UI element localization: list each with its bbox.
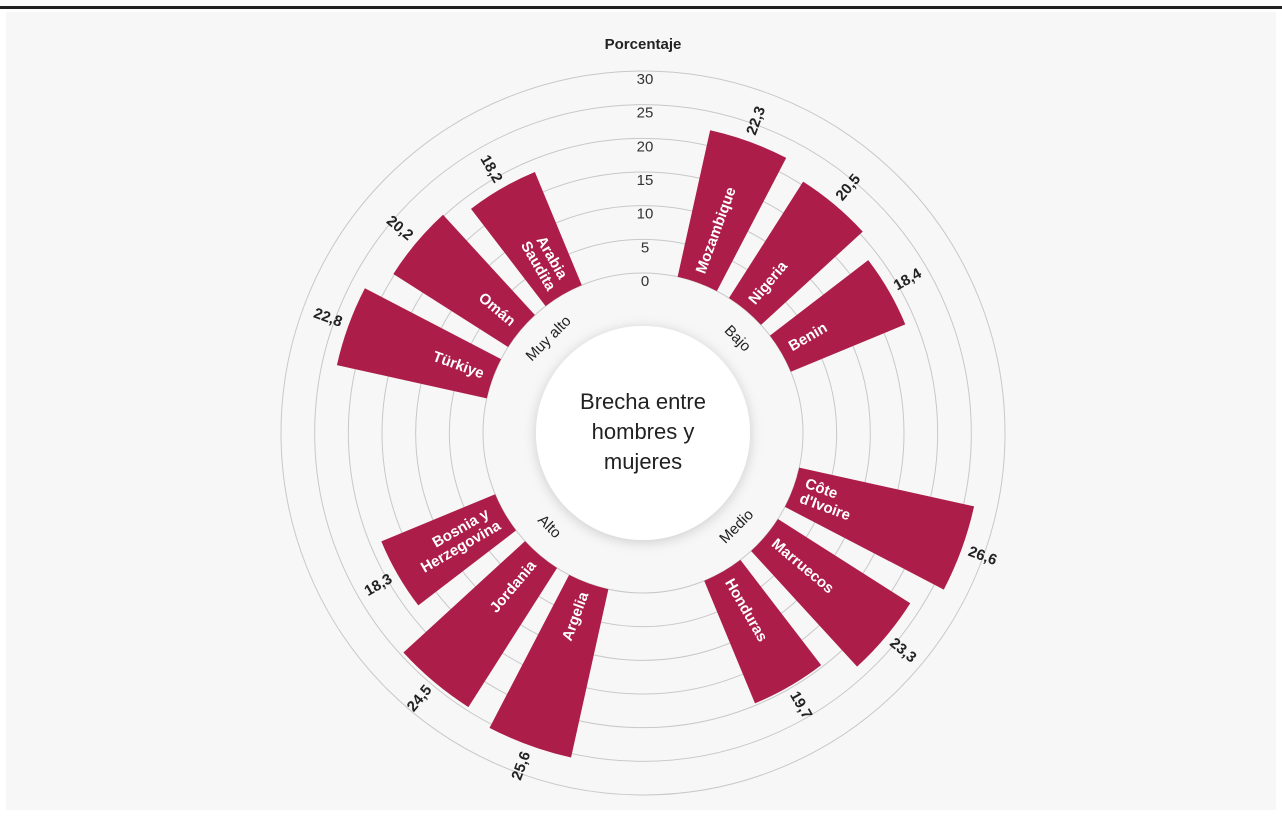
center-disc — [536, 326, 750, 540]
bar — [381, 494, 517, 606]
center-label: hombres y — [592, 419, 695, 444]
tick-label: 10 — [637, 206, 654, 223]
axis-title: Porcentaje — [605, 36, 682, 53]
tick-label: 0 — [641, 273, 649, 290]
bar — [403, 541, 558, 708]
grid-circle — [347, 137, 939, 729]
center-label: Brecha entre — [580, 389, 706, 414]
bar — [393, 214, 535, 348]
bar — [677, 130, 787, 292]
bar — [728, 181, 863, 325]
bar — [769, 260, 906, 372]
bar — [751, 518, 911, 667]
top-rule — [0, 6, 1282, 9]
grid-circle — [381, 171, 905, 695]
center-label: mujeres — [604, 449, 682, 474]
grid-circle — [280, 70, 1006, 796]
tick-label: 30 — [637, 71, 654, 88]
grid-circle — [448, 238, 838, 628]
bar — [336, 288, 502, 399]
grid-circle — [415, 205, 871, 661]
bar — [489, 574, 609, 758]
grid-circle — [314, 104, 972, 762]
bar — [470, 171, 582, 307]
tick-label: 15 — [637, 172, 654, 189]
bar — [784, 467, 975, 590]
tick-label: 25 — [637, 105, 654, 122]
tick-label: 5 — [641, 239, 649, 256]
tick-label: 20 — [637, 138, 654, 155]
grid-circle — [482, 272, 804, 594]
bar — [704, 559, 822, 704]
